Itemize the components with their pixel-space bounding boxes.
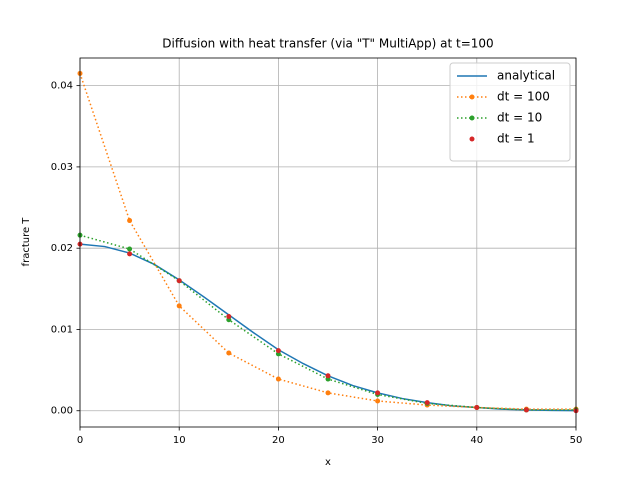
legend-label: dt = 10: [497, 111, 542, 125]
x-axis-label: x: [325, 457, 331, 468]
data-point: [275, 376, 281, 382]
data-point: [127, 218, 133, 224]
y-tick-label: 0.04: [51, 81, 73, 92]
data-point: [127, 246, 133, 252]
x-tick-label: 50: [570, 435, 583, 446]
legend-label: analytical: [497, 69, 555, 83]
data-point: [275, 348, 281, 354]
legend-marker: [469, 136, 475, 142]
legend-label: dt = 100: [497, 90, 550, 104]
y-tick-label: 0.01: [51, 324, 73, 335]
data-point: [226, 313, 232, 319]
legend: analytical dt = 100 dt = 10 dt = 1: [449, 62, 571, 162]
data-point: [474, 404, 480, 410]
data-point: [325, 390, 331, 396]
x-tick-label: 40: [470, 435, 483, 446]
data-point: [127, 251, 133, 257]
data-point: [325, 373, 331, 379]
data-point: [375, 390, 381, 396]
data-point: [176, 278, 182, 284]
legend-box: [449, 62, 571, 162]
y-axis-label: fracture T: [21, 217, 32, 267]
y-tick-label: 0.02: [51, 243, 73, 254]
y-tick-label: 0.00: [51, 406, 73, 417]
legend-label: dt = 1: [497, 132, 535, 146]
data-point: [226, 350, 232, 356]
chart-title: Diffusion with heat transfer (via "T" Mu…: [162, 37, 493, 51]
series-line: [79, 243, 577, 412]
legend-marker: [469, 94, 475, 100]
x-tick-label: 20: [272, 435, 285, 446]
data-point: [424, 400, 430, 406]
y-tick-label: 0.03: [51, 162, 73, 173]
series-line: [79, 73, 576, 410]
plot-frame: [79, 57, 577, 428]
data-point: [176, 303, 182, 309]
x-tick-label: 10: [173, 435, 186, 446]
data-point: [375, 398, 381, 404]
x-tick-label: 30: [371, 435, 384, 446]
x-tick-label: 0: [77, 435, 83, 446]
legend-marker: [469, 115, 475, 121]
series-line: [79, 234, 576, 411]
data-point: [523, 407, 529, 413]
